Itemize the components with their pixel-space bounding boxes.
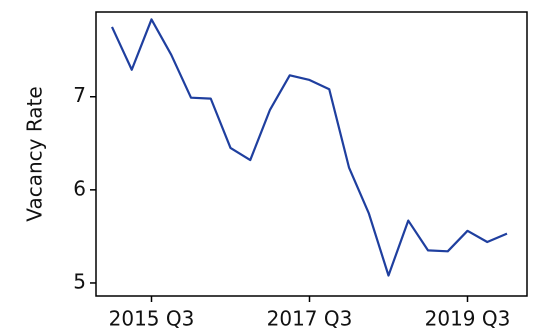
plot-frame: [95, 11, 528, 297]
x-tick-label: 2017 Q3: [267, 307, 353, 331]
y-tick-label: 5: [73, 269, 86, 293]
y-axis-label: Vacancy Rate: [23, 86, 47, 221]
x-tick-label: 2015 Q3: [109, 307, 195, 331]
line-series: [111, 18, 508, 277]
y-tick-label: 6: [73, 176, 86, 200]
x-tick-label: 2019 Q3: [425, 307, 511, 331]
y-tick-label: 7: [73, 83, 86, 107]
